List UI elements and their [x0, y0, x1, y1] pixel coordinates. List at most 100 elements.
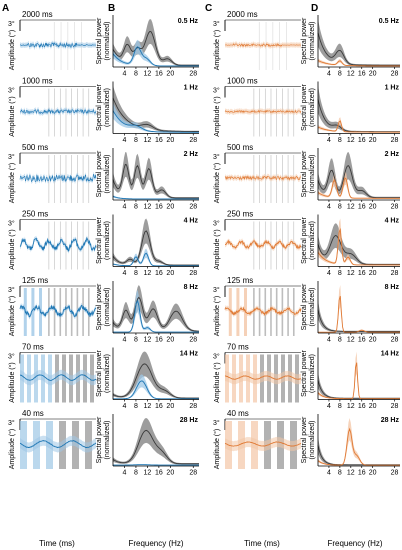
trace-band [20, 235, 96, 254]
figure-rows: 2000 ms3°Amplitude (°)4 8 12 16 20 280.5 HzSp… [8, 10, 400, 477]
x-tick-label: 20 [166, 337, 174, 344]
spectral-ylabel-top: Spectral power [96, 216, 103, 263]
amplitude-ylabel: Amplitude (°) [8, 362, 16, 403]
gray-series-line [112, 429, 199, 465]
x-tick-label: 8 [338, 137, 342, 144]
amplitude-ylabel: Amplitude (°) [8, 296, 16, 337]
spectral-ylabel-bottom: (normalized) [309, 354, 316, 393]
x-tick-label: 12 [144, 337, 152, 344]
panel-letter-D: D [311, 3, 318, 14]
spectral-ylabel: Spectral power(normalized) [301, 416, 316, 463]
freq-axis-label-b: Frequency (Hz) [128, 539, 183, 548]
row-0.5hz: 2000 ms3°Amplitude (°)4 8 12 16 20 280.5 HzSp… [8, 10, 400, 78]
x-tick-label: 28 [189, 71, 197, 78]
scale-bar-label: 3° [8, 87, 15, 95]
frequency-label: 0.5 Hz [178, 18, 199, 25]
spectral-ylabel-top: Spectral power [301, 416, 308, 463]
gray-series-line [112, 230, 199, 266]
gray-band [113, 418, 199, 465]
trace-line [224, 175, 302, 181]
trace-line [19, 174, 97, 183]
gray-band [318, 437, 400, 466]
x-tick-label: 4 [327, 403, 331, 410]
trace-band [225, 370, 301, 385]
trace-line [19, 304, 97, 318]
orange-series-line [317, 427, 400, 466]
x-tick-label: 20 [166, 403, 174, 410]
scale-bar-label: 3° [8, 286, 15, 294]
panel-d-spectrum: 4 8 12 16 20 28 4 Hz Spectral power(normalized) [301, 214, 400, 277]
blue-series-line [112, 46, 199, 67]
x-tick-label: 12 [144, 204, 152, 211]
time-axis-label-c: Time (ms) [244, 539, 280, 548]
row-8hz: 125 ms3°Amplitude (°)4 8 12 16 20 288 HzSpect… [8, 276, 400, 344]
gray-series-line [112, 30, 199, 66]
spectral-ylabel: Spectral power(normalized) [96, 416, 111, 463]
blue-series-line [113, 380, 199, 400]
gray-band [113, 285, 199, 332]
x-tick-label: 12 [347, 204, 355, 211]
panel-b-spectrum: 4 8 12 16 20 28 0.5 Hz Spectral power(normalize… [96, 15, 199, 78]
panel-a-trace: 500 ms 3° Amplitude (°) [8, 143, 97, 203]
x-tick-label: 16 [358, 137, 366, 144]
frequency-label: 8 Hz [385, 284, 400, 291]
frequency-label: 28 Hz [381, 417, 400, 424]
blue-band [113, 374, 199, 399]
x-tick-label: 4 [123, 204, 127, 211]
scale-bar-label: 3° [213, 286, 220, 294]
gray-band [113, 152, 199, 199]
x-tick-label: 20 [166, 137, 174, 144]
x-tick-label: 16 [155, 137, 163, 144]
amplitude-ylabel: Amplitude (°) [8, 96, 16, 137]
x-tick-label: 28 [391, 470, 399, 477]
spectral-ylabel-top: Spectral power [96, 150, 103, 197]
amplitude-ylabel: Amplitude (°) [8, 229, 16, 270]
spectral-ylabel-bottom: (normalized) [309, 221, 316, 260]
panel-a-trace: 1000 ms 3°Amplitude (°) [8, 77, 97, 137]
spectral-ylabel-top: Spectral power [301, 283, 308, 330]
x-tick-label: 8 [134, 470, 138, 477]
time-axis-label-a: Time (ms) [39, 539, 75, 548]
spectral-ylabel-bottom: (normalized) [104, 221, 111, 260]
spectral-ylabel-bottom: (normalized) [309, 22, 316, 61]
panel-a-trace: 70 ms 3°Amplitude (°) [8, 343, 97, 403]
x-tick-label: 28 [391, 270, 399, 277]
x-tick-label: 16 [358, 470, 366, 477]
orange-band [318, 58, 400, 67]
x-tick-label: 16 [155, 403, 163, 410]
panel-c-trace: 125 ms 3° Amplitude (°) [213, 276, 302, 336]
frequency-label: 2 Hz [184, 151, 199, 158]
x-tick-label: 4 [123, 470, 127, 477]
x-tick-label: 16 [358, 270, 366, 277]
orange-band [318, 117, 400, 133]
gray-series-line [317, 445, 400, 466]
x-tick-label: 4 [123, 137, 127, 144]
orange-series-line [317, 227, 400, 266]
x-tick-label: 28 [189, 470, 197, 477]
spectral-ylabel: Spectral power(normalized) [301, 150, 316, 197]
panel-letters: A B C D [2, 3, 318, 14]
gray-band [318, 372, 400, 399]
spectral-ylabel: Spectral power(normalized) [96, 150, 111, 197]
orange-series-line [317, 60, 400, 67]
spectral-ylabel: Spectral power(normalized) [301, 349, 316, 396]
trace-band [20, 369, 96, 386]
spectral-ylabel: Spectral power(normalized) [301, 83, 316, 130]
gray-series-line [112, 296, 199, 332]
orange-band [318, 418, 400, 466]
x-tick-label: 16 [358, 403, 366, 410]
window-label: 125 ms [227, 276, 253, 285]
amplitude-ylabel: Amplitude (°) [213, 429, 221, 470]
window-label: 70 ms [227, 343, 249, 352]
x-tick-label: 8 [338, 337, 342, 344]
spectral-ylabel-bottom: (normalized) [309, 288, 316, 327]
x-tick-label: 4 [123, 337, 127, 344]
x-tick-label: 28 [189, 204, 197, 211]
spectral-ylabel-top: Spectral power [96, 349, 103, 396]
frequency-label: 1 Hz [385, 85, 400, 92]
x-tick-label: 4 [327, 470, 331, 477]
panel-c-trace: 70 ms 3°Amplitude (°) [213, 343, 302, 403]
trace-line [224, 375, 302, 380]
axis-labels: Time (ms) Frequency (Hz) Time (ms) Frequenc… [39, 539, 383, 548]
